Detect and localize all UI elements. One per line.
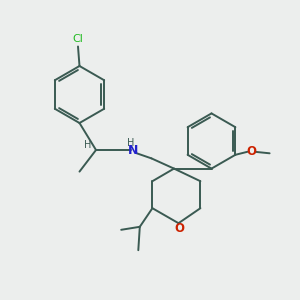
Text: Cl: Cl xyxy=(73,34,83,44)
Text: H: H xyxy=(84,140,91,150)
Text: H: H xyxy=(127,138,134,148)
Text: O: O xyxy=(175,221,185,235)
Text: O: O xyxy=(246,145,256,158)
Text: N: N xyxy=(128,144,138,157)
